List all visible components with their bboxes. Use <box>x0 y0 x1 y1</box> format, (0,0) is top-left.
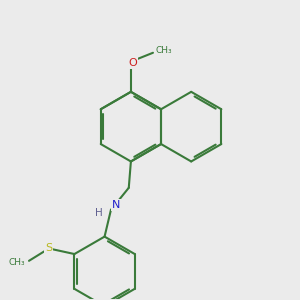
Text: S: S <box>45 243 52 253</box>
Text: N: N <box>112 200 120 210</box>
Text: CH₃: CH₃ <box>8 258 25 267</box>
Text: CH₃: CH₃ <box>155 46 172 55</box>
Text: O: O <box>129 58 137 68</box>
Text: H: H <box>95 208 103 218</box>
